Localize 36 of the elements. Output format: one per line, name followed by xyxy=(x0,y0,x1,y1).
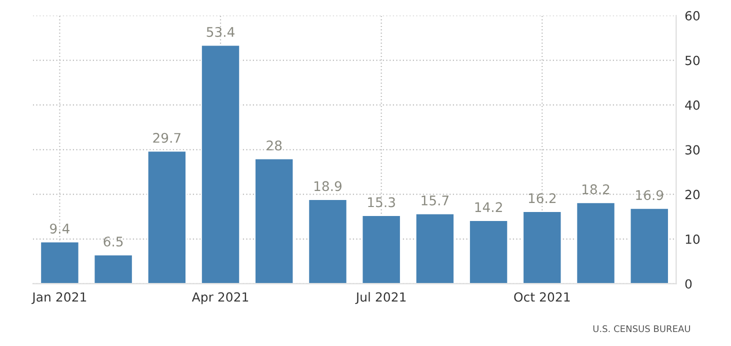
bar xyxy=(414,212,455,284)
bar xyxy=(576,202,616,284)
bar xyxy=(361,214,402,284)
y-tick-label: 50 xyxy=(685,56,700,66)
data-label: 15.3 xyxy=(368,197,395,208)
y-tick-label: 10 xyxy=(686,234,700,244)
y-tick-label: 30 xyxy=(685,145,700,155)
bar xyxy=(93,254,134,284)
data-label: 9.4 xyxy=(50,224,70,234)
data-label: 6.5 xyxy=(104,236,123,247)
data-label: 18.9 xyxy=(314,181,342,192)
data-label: 28 xyxy=(266,140,282,150)
y-tick-label: 60 xyxy=(685,11,700,20)
data-label: 18.2 xyxy=(582,184,610,194)
x-tick-label: Oct 2021 xyxy=(514,292,570,302)
data-label: 16.2 xyxy=(528,193,556,204)
data-label: 14.2 xyxy=(475,202,502,212)
data-label: 53.4 xyxy=(206,26,234,37)
bar xyxy=(40,241,80,284)
data-label: 29.7 xyxy=(153,132,180,143)
y-tick-label: 20 xyxy=(685,190,700,200)
data-label: 16.9 xyxy=(636,190,664,200)
bar xyxy=(522,210,562,284)
bar xyxy=(254,158,294,284)
bar xyxy=(468,220,509,284)
y-tick-label: 0 xyxy=(685,279,692,289)
bar xyxy=(146,150,187,284)
bar xyxy=(200,44,241,284)
x-tick-label: Jul 2021 xyxy=(355,292,406,304)
x-tick-label: Jan 2021 xyxy=(32,292,86,304)
text: U.S. CENSUS BUREAU xyxy=(593,325,690,332)
x-tick-label: Apr 2021 xyxy=(192,292,248,304)
data-label: 15.7 xyxy=(422,196,449,206)
bar xyxy=(308,198,348,284)
bar xyxy=(629,207,670,284)
y-tick-label: 40 xyxy=(685,100,700,110)
